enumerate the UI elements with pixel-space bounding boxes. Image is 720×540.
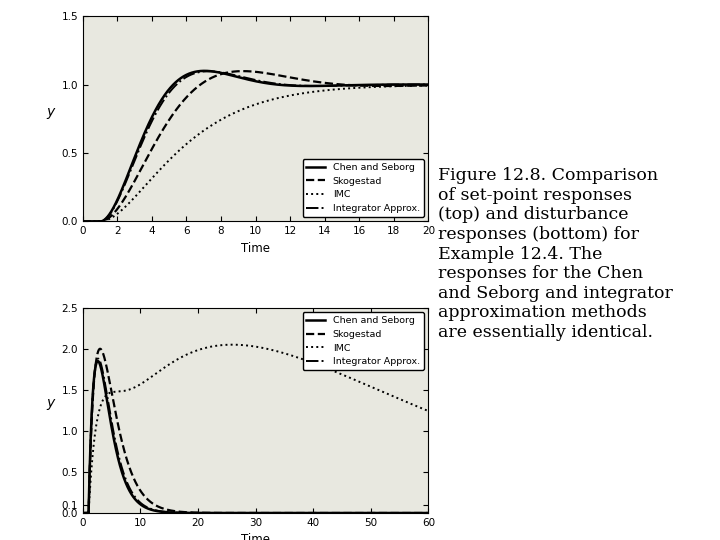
Legend: Chen and Seborg, Skogestad, IMC, Integrator Approx.: Chen and Seborg, Skogestad, IMC, Integra…: [302, 313, 423, 370]
Text: Figure 12.8. Comparison
of set-point responses
(top) and disturbance
responses (: Figure 12.8. Comparison of set-point res…: [438, 167, 672, 341]
Legend: Chen and Seborg, Skogestad, IMC, Integrator Approx.: Chen and Seborg, Skogestad, IMC, Integra…: [302, 159, 423, 217]
Text: Chapter 12: Chapter 12: [21, 252, 40, 374]
X-axis label: Time: Time: [241, 242, 270, 255]
Y-axis label: y: y: [46, 396, 54, 410]
X-axis label: Time: Time: [241, 534, 270, 540]
Y-axis label: y: y: [46, 105, 54, 119]
